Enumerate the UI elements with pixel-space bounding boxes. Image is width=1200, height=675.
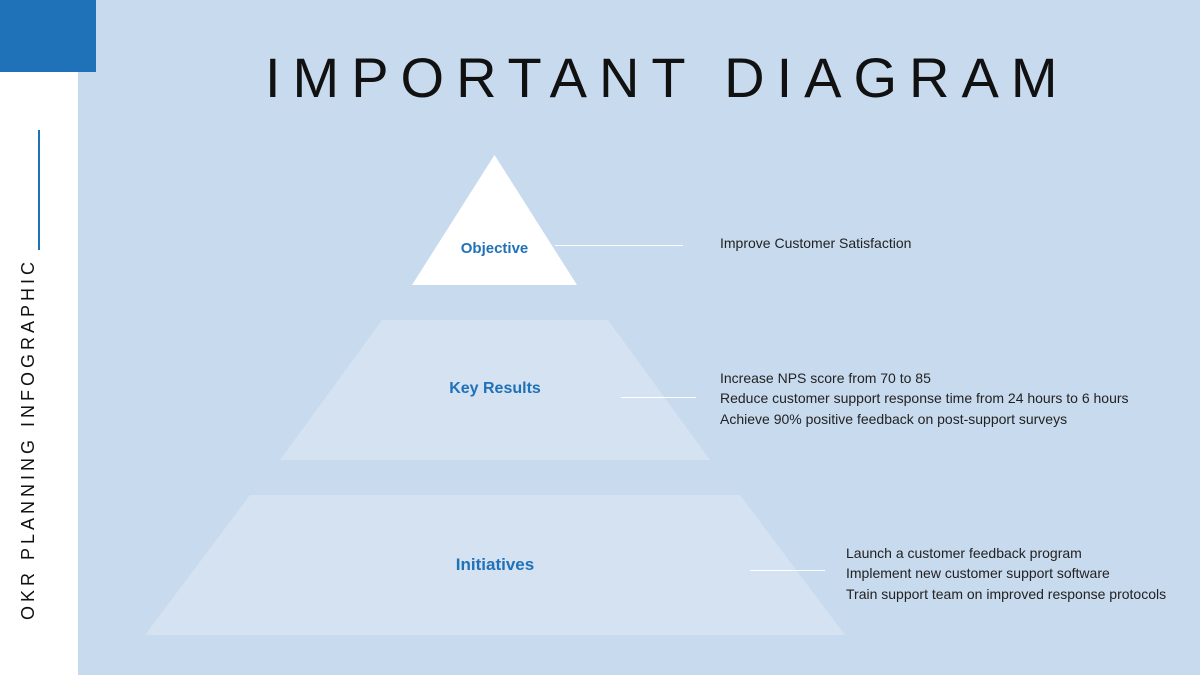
connector-line [621,397,696,398]
desc-objective: Improve Customer Satisfaction [720,233,911,253]
pyramid-level-objective: Objective [412,155,577,285]
triangle-icon [412,155,577,285]
desc-line: Improve Customer Satisfaction [720,233,911,253]
connector-line [750,570,825,571]
desc-line: Implement new customer support software [846,563,1166,583]
desc-initiatives: Launch a customer feedback program Imple… [846,543,1166,604]
accent-box [0,0,96,72]
side-label: OKR PLANNING INFOGRAPHIC [18,258,39,620]
desc-keyresults: Increase NPS score from 70 to 85 Reduce … [720,368,1129,429]
pyramid-level-keyresults: Key Results [280,320,710,460]
level-label: Key Results [280,380,710,398]
pyramid-level-initiatives: Initiatives [145,495,845,635]
desc-line: Launch a customer feedback program [846,543,1166,563]
side-accent-line [38,130,40,250]
page-title: IMPORTANT DIAGRAM [265,45,1070,110]
desc-line: Achieve 90% positive feedback on post-su… [720,409,1129,429]
desc-line: Train support team on improved response … [846,584,1166,604]
level-label: Objective [412,240,577,257]
desc-line: Increase NPS score from 70 to 85 [720,368,1129,388]
connector-line [555,245,683,246]
level-label: Initiatives [145,555,845,575]
desc-line: Reduce customer support response time fr… [720,388,1129,408]
